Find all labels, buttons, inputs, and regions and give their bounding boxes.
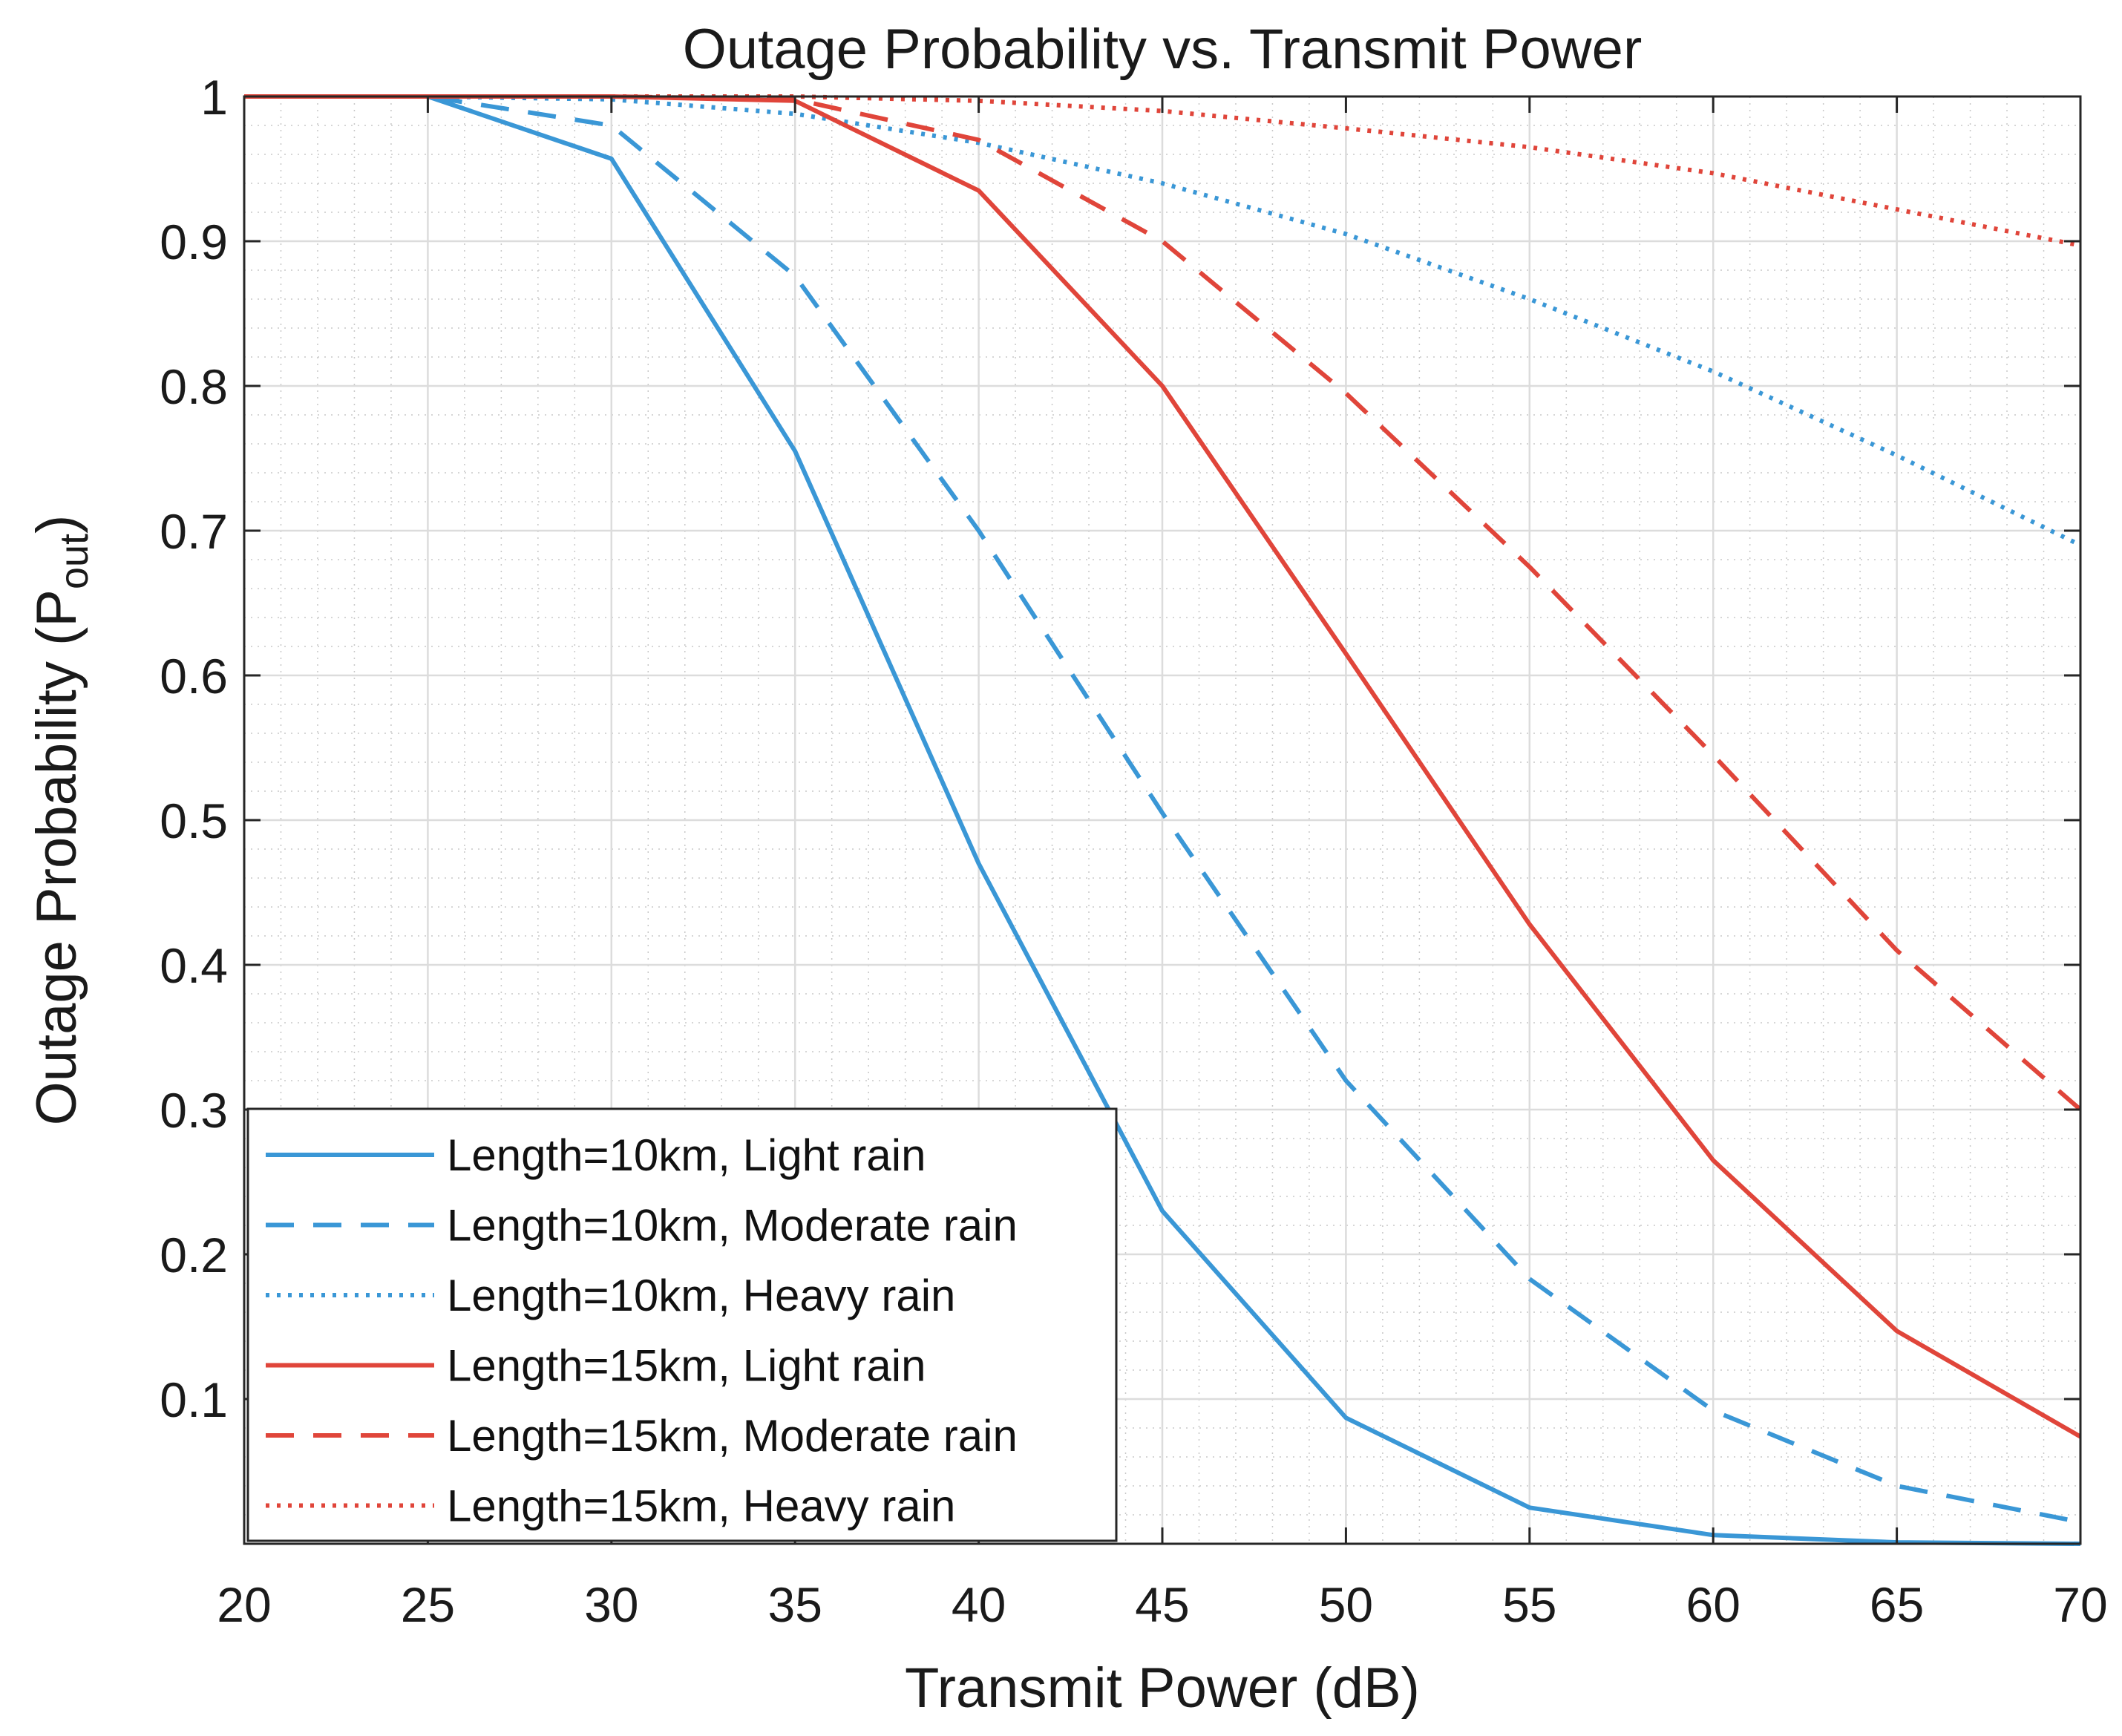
x-tick-label: 40 [952, 1577, 1006, 1632]
x-tick-label: 70 [2053, 1577, 2107, 1632]
x-tick-label: 20 [217, 1577, 271, 1632]
legend: Length=10km, Light rain Length=10km, Mode… [246, 1107, 1118, 1542]
y-tick-label: 0.2 [160, 1228, 228, 1283]
x-axis-ticks: 20 25 30 35 40 45 50 55 60 65 70 [217, 96, 2108, 1632]
y-axis-label-close: ) [25, 515, 88, 534]
minor-grid [244, 96, 2080, 1544]
y-tick-label: 1 [200, 70, 228, 125]
y-axis-label-subscript: out [52, 534, 96, 589]
legend-label-2: Length=10km, Moderate rain [447, 1201, 1018, 1251]
y-tick-label: 0.9 [160, 214, 228, 269]
y-tick-label: 0.5 [160, 793, 228, 848]
x-tick-label: 35 [767, 1577, 822, 1632]
y-tick-label: 0.3 [160, 1083, 228, 1138]
y-tick-label: 0.7 [160, 504, 228, 559]
x-axis-label: Transmit Power (dB) [905, 1657, 1420, 1720]
y-tick-label: 0.4 [160, 938, 228, 993]
y-tick-label: 0.6 [160, 649, 228, 704]
legend-label-1: Length=10km, Light rain [447, 1130, 926, 1180]
x-tick-label: 25 [401, 1577, 455, 1632]
x-tick-label: 50 [1319, 1577, 1373, 1632]
x-tick-label: 65 [1870, 1577, 1924, 1632]
chart-title: Outage Probability vs. Transmit Power [683, 18, 1643, 81]
y-axis-label-main: Outage Probability (P [25, 589, 88, 1125]
series-line-2 [244, 94, 2081, 1524]
y-axis-ticks: 0.1 0.2 0.3 0.4 0.5 0.6 0.7 0.8 0.9 1 [160, 70, 2080, 1427]
legend-label-6: Length=15km, Heavy rain [447, 1481, 955, 1531]
legend-box [246, 1107, 1118, 1542]
x-tick-label: 55 [1502, 1577, 1556, 1632]
legend-label-3: Length=10km, Heavy rain [447, 1271, 955, 1320]
legend-label-5: Length=15km, Moderate rain [447, 1411, 1018, 1461]
x-tick-label: 45 [1135, 1577, 1189, 1632]
series-line-3 [244, 94, 2082, 548]
x-tick-label: 60 [1686, 1577, 1740, 1632]
legend-label-4: Length=15km, Light rain [447, 1341, 926, 1391]
series-line-1 [244, 94, 2081, 1546]
y-tick-label: 0.8 [160, 359, 228, 414]
x-tick-label: 30 [584, 1577, 638, 1632]
y-tick-label: 0.1 [160, 1372, 228, 1427]
y-axis-label: Outage Probability (Pout) [25, 515, 96, 1126]
